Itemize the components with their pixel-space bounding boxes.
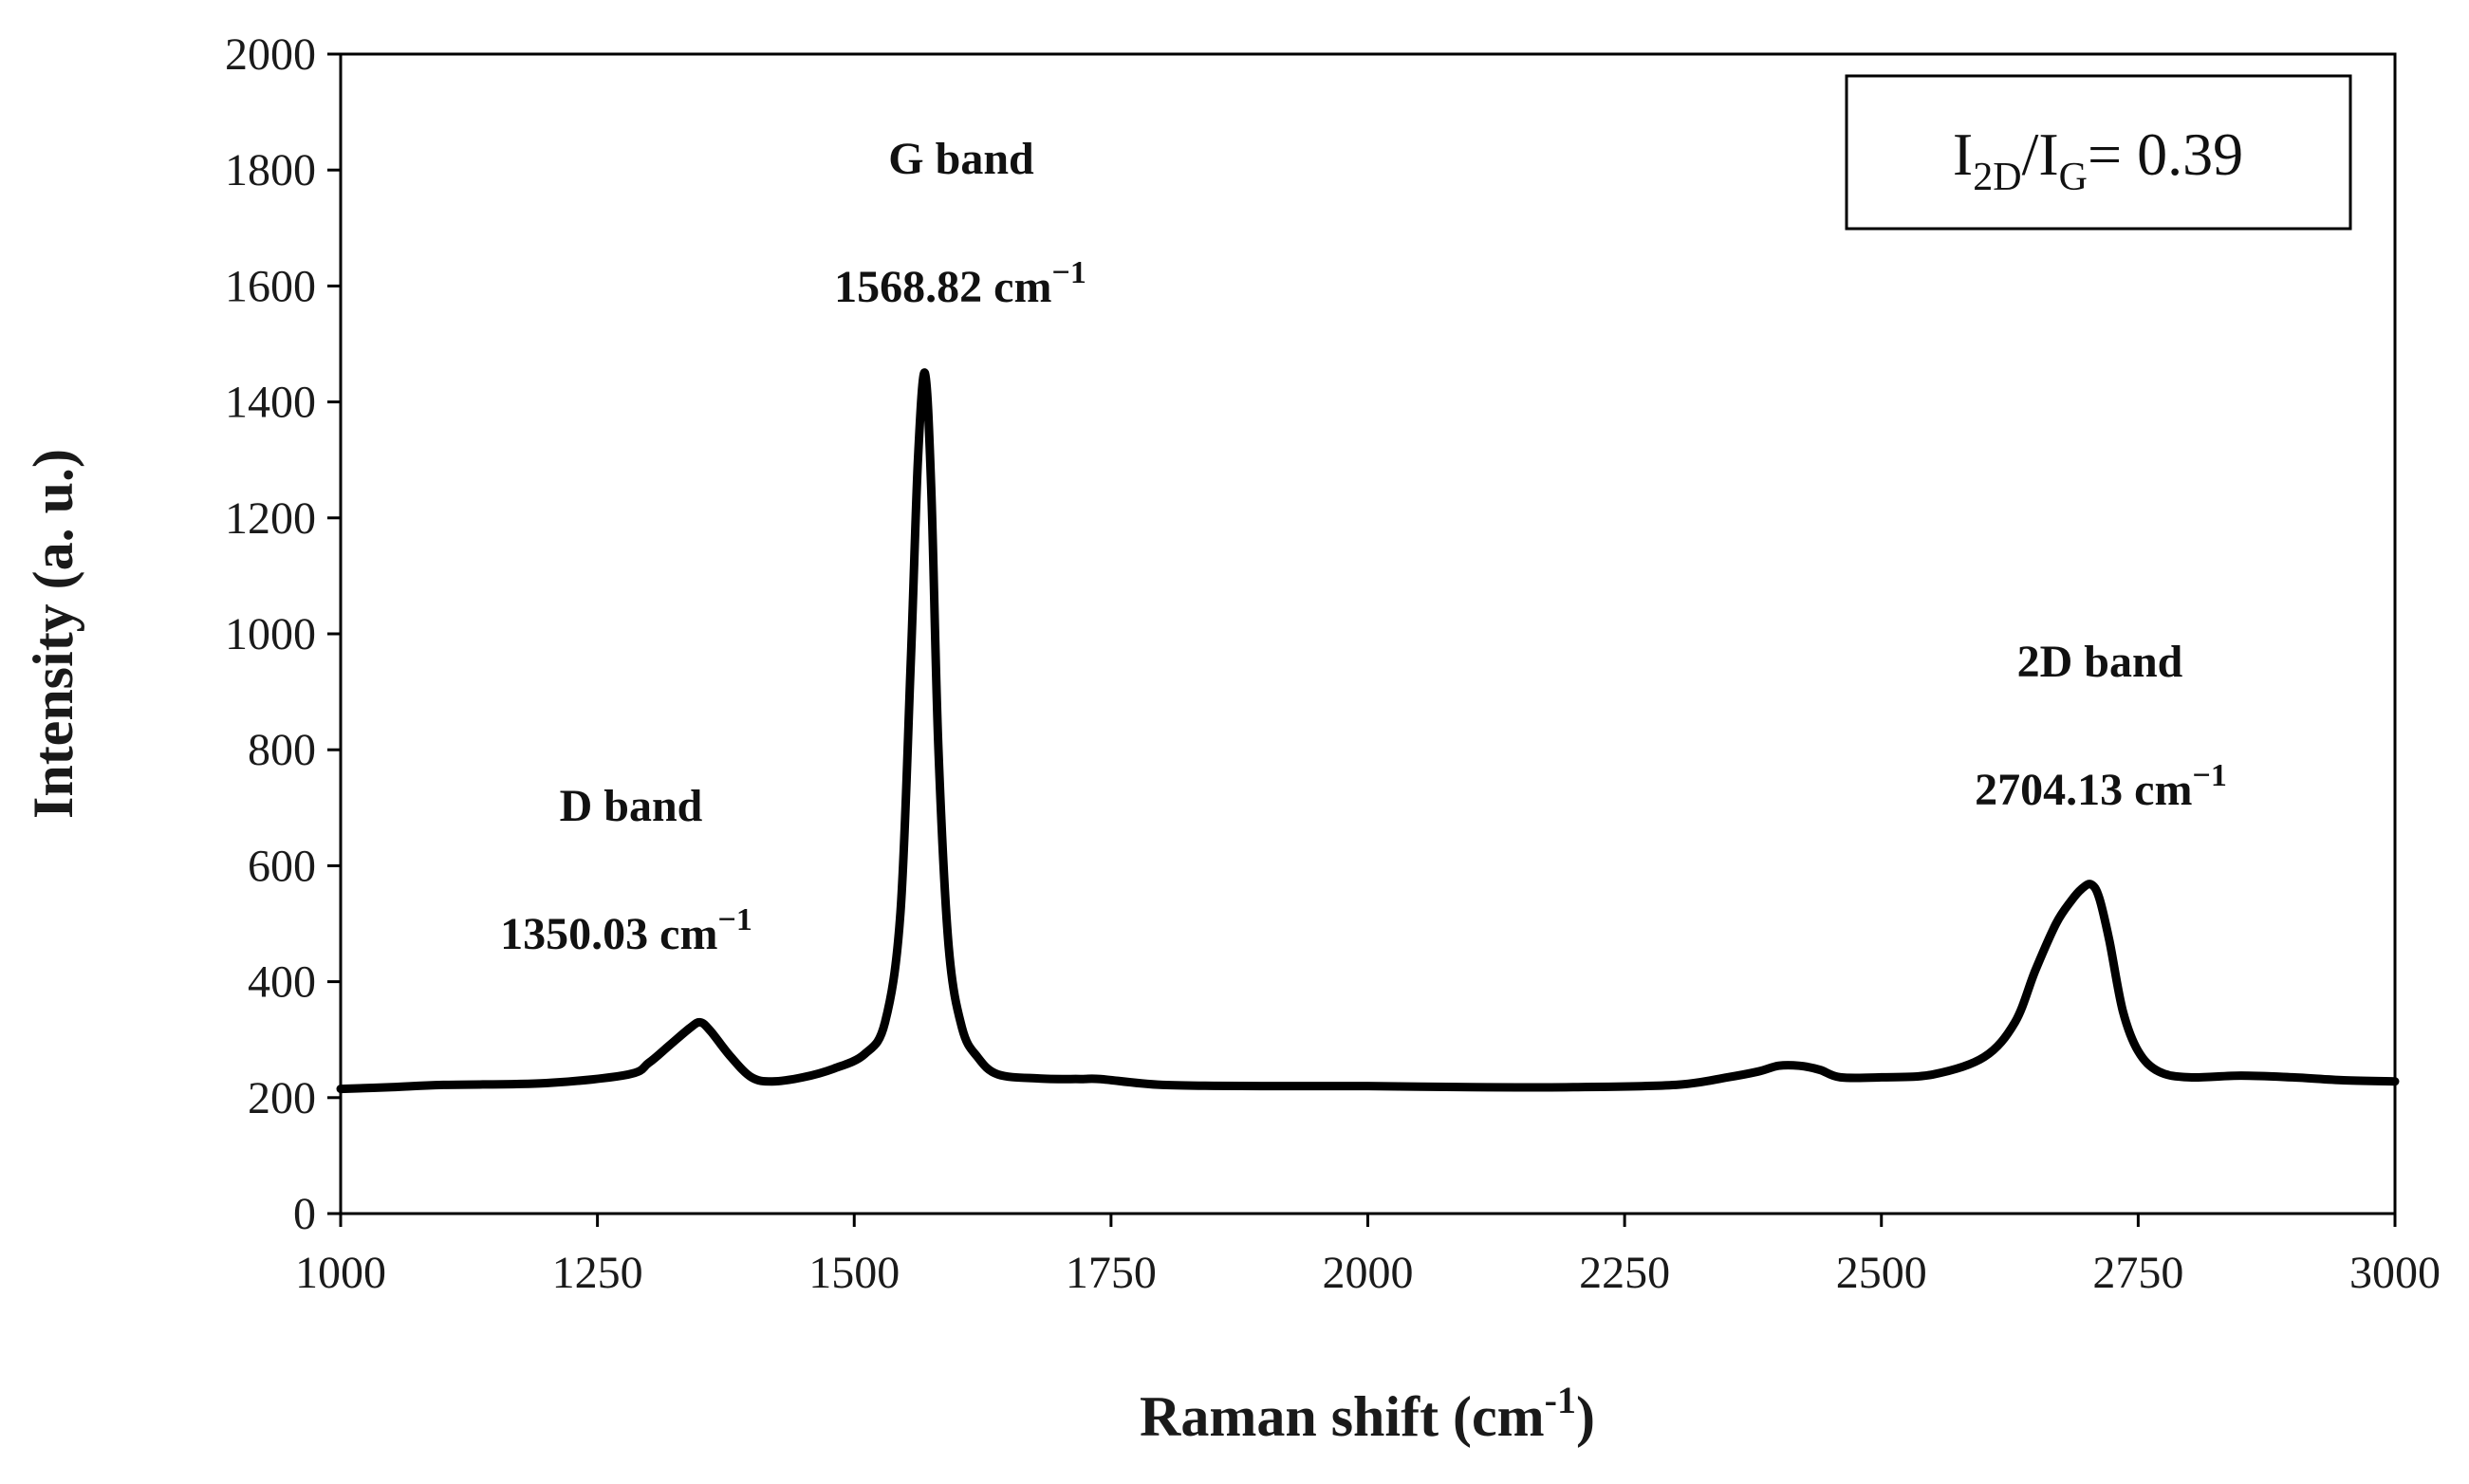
x-axis-title: Raman shift (cm-1) — [1140, 1379, 1595, 1448]
x-tick-label: 3000 — [2349, 1248, 2441, 1298]
g-band-label: G band — [888, 134, 1034, 184]
x-tick-label: 1250 — [552, 1248, 643, 1298]
y-tick-label: 1200 — [225, 493, 316, 544]
y-tick-label: 1400 — [225, 378, 316, 428]
y-tick-label: 1800 — [225, 145, 316, 195]
x-axis-ticks: 1000 1250 1500 1750 2000 2250 2500 2750 3000 — [295, 1214, 2441, 1298]
y-tick-label: 0 — [293, 1189, 316, 1239]
x-tick-label: 2750 — [2092, 1248, 2183, 1298]
y-tick-label: 1600 — [225, 261, 316, 311]
x-tick-label: 1000 — [295, 1248, 386, 1298]
y-tick-label: 2000 — [225, 29, 316, 80]
y-axis-ticks: 0 200 400 600 800 1000 1200 1400 1600 1800 2000 — [225, 29, 341, 1239]
d-band-label: D band — [560, 781, 703, 831]
y-axis-title: Intensity (a. u.) — [22, 449, 84, 819]
x-tick-label: 2250 — [1579, 1248, 1670, 1298]
g-band-value: 1568.82 cm−1 — [834, 255, 1086, 312]
spectrum-line — [336, 368, 2400, 1094]
x-tick-label: 1750 — [1066, 1248, 1157, 1298]
ratio-box — [1845, 74, 2352, 231]
ratio-text: I2D/IG= 0.39 — [1953, 121, 2243, 199]
y-tick-label: 200 — [248, 1073, 316, 1123]
y-tick-label: 600 — [248, 841, 316, 891]
d-band-value: 1350.03 cm−1 — [500, 902, 752, 959]
y-tick-label: 1000 — [225, 609, 316, 659]
x-tick-label: 2500 — [1836, 1248, 1927, 1298]
x-tick-label: 1500 — [808, 1248, 900, 1298]
2d-band-label: 2D band — [2017, 637, 2183, 687]
y-tick-label: 400 — [248, 957, 316, 1008]
y-tick-label: 800 — [248, 725, 316, 775]
x-tick-label: 2000 — [1323, 1248, 1414, 1298]
2d-band-value: 2704.13 cm−1 — [1975, 758, 2227, 815]
